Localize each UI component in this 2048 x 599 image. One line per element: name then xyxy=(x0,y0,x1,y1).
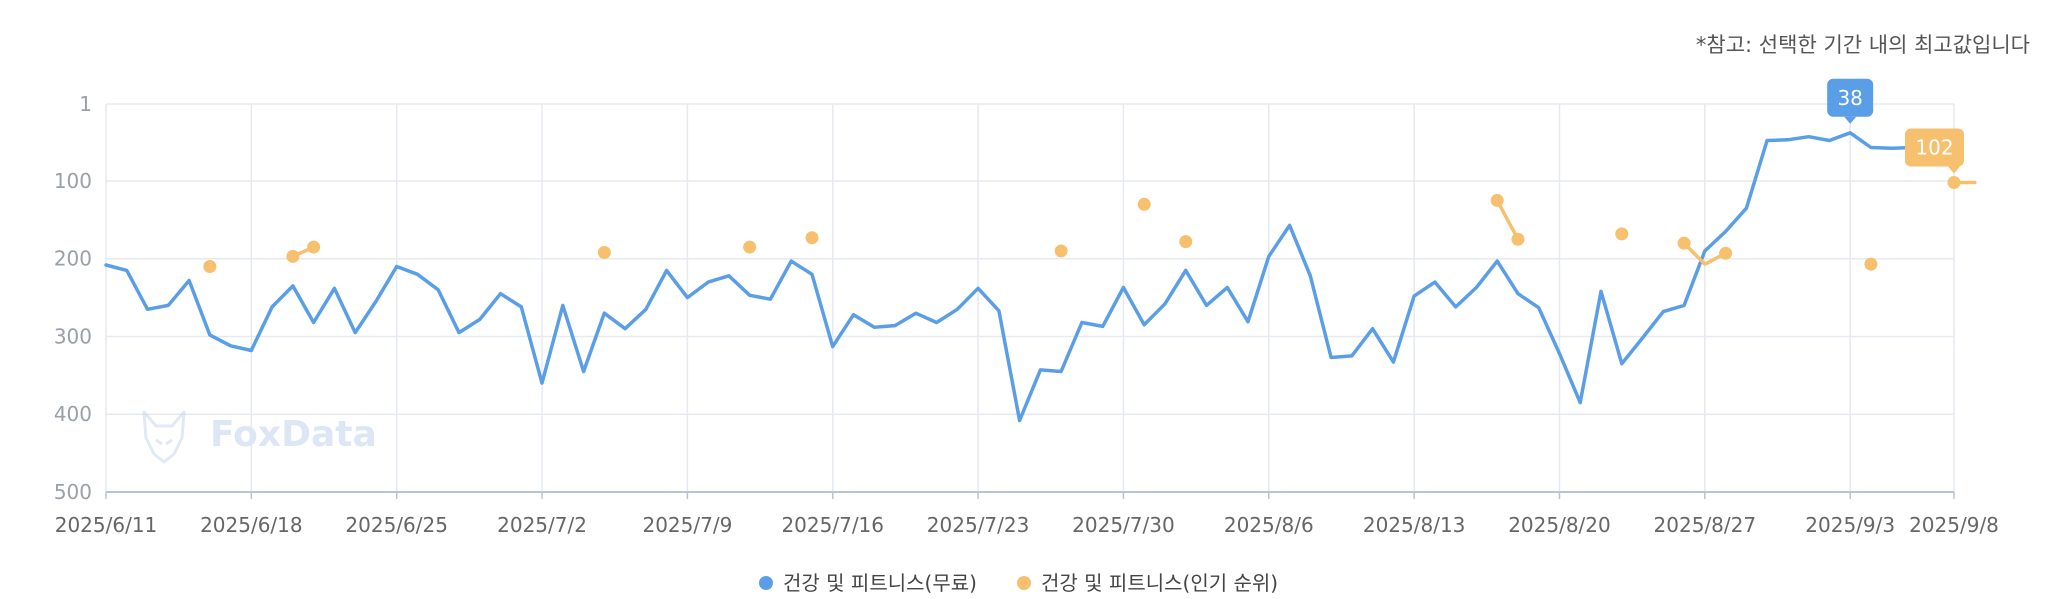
x-tick-label: 2025/6/11 xyxy=(55,513,158,537)
series-popular-point xyxy=(307,240,321,254)
peak-popular-label: 102 xyxy=(1915,136,1953,160)
legend-free-marker xyxy=(759,576,773,590)
x-tick-label: 2025/7/16 xyxy=(781,513,884,537)
peak-popular-bubble xyxy=(1905,128,1964,167)
peak-popular-pointer xyxy=(1948,166,1960,174)
x-tick-label: 2025/9/8 xyxy=(1909,513,1999,537)
series-popular-point xyxy=(286,249,300,263)
peak-callouts: 38 102 xyxy=(1827,78,1964,174)
x-tick-label: 2025/8/27 xyxy=(1654,513,1757,537)
x-tick-label: 2025/8/13 xyxy=(1363,513,1466,537)
y-tick-label: 500 xyxy=(54,480,92,504)
series-popular-point xyxy=(1137,197,1151,211)
series-popular-point xyxy=(1947,176,1961,190)
x-tick-label: 2025/7/9 xyxy=(642,513,732,537)
watermark: FoxData xyxy=(142,410,377,464)
y-tick-label: 400 xyxy=(54,402,92,426)
grid-lines xyxy=(105,103,1955,493)
x-tick-label: 2025/9/3 xyxy=(1805,513,1895,537)
legend: 건강 및 피트니스(무료) 건강 및 피트니스(인기 순위) xyxy=(759,571,1278,595)
series-popular-point xyxy=(1179,235,1193,249)
peak-free-label: 38 xyxy=(1837,86,1862,110)
series-popular-point xyxy=(203,260,217,274)
y-tick-label: 1 xyxy=(79,92,92,116)
fox-logo-icon xyxy=(142,410,186,464)
series-popular-point xyxy=(805,231,819,245)
legend-free-label: 건강 및 피트니스(무료) xyxy=(783,571,977,595)
series-popular-point xyxy=(1615,227,1629,241)
y-tick-label: 200 xyxy=(54,247,92,271)
peak-free-bubble xyxy=(1827,78,1874,117)
series-popular-segment xyxy=(1495,198,1520,242)
x-tick-label: 2025/7/23 xyxy=(927,513,1030,537)
series-popular-point xyxy=(1864,257,1878,271)
chart-note: *참고: 선택한 기간 내의 최고값입니다 xyxy=(1696,33,2030,57)
y-tick-label: 300 xyxy=(54,324,92,348)
x-tick-label: 2025/8/20 xyxy=(1508,513,1611,537)
legend-popular-marker xyxy=(1017,576,1031,590)
x-tick-label: 2025/6/25 xyxy=(345,513,448,537)
series-popular-point xyxy=(1054,244,1068,258)
series-popular-point xyxy=(1490,193,1504,207)
series-layer xyxy=(104,131,1977,423)
y-tick-label: 100 xyxy=(54,169,92,193)
x-tick-label: 2025/8/6 xyxy=(1224,513,1314,537)
series-free-line xyxy=(104,131,1915,423)
watermark-text: FoxData xyxy=(210,414,377,455)
series-popular-point xyxy=(743,240,757,254)
series-popular-point xyxy=(1677,236,1691,250)
series-popular-segment xyxy=(1682,241,1728,266)
legend-popular-label: 건강 및 피트니스(인기 순위) xyxy=(1041,571,1278,595)
axes: 1 100 200 300 400 500 2025/6/11 2025/6/18 2025/6… xyxy=(54,92,1999,537)
x-tick-label: 2025/7/30 xyxy=(1072,513,1175,537)
series-popular-point xyxy=(1511,232,1525,246)
peak-free-pointer xyxy=(1844,116,1857,124)
series-popular-point xyxy=(597,246,611,260)
series-popular-point xyxy=(1719,246,1733,260)
x-tick-label: 2025/7/2 xyxy=(497,513,587,537)
x-tick-label: 2025/6/18 xyxy=(200,513,303,537)
